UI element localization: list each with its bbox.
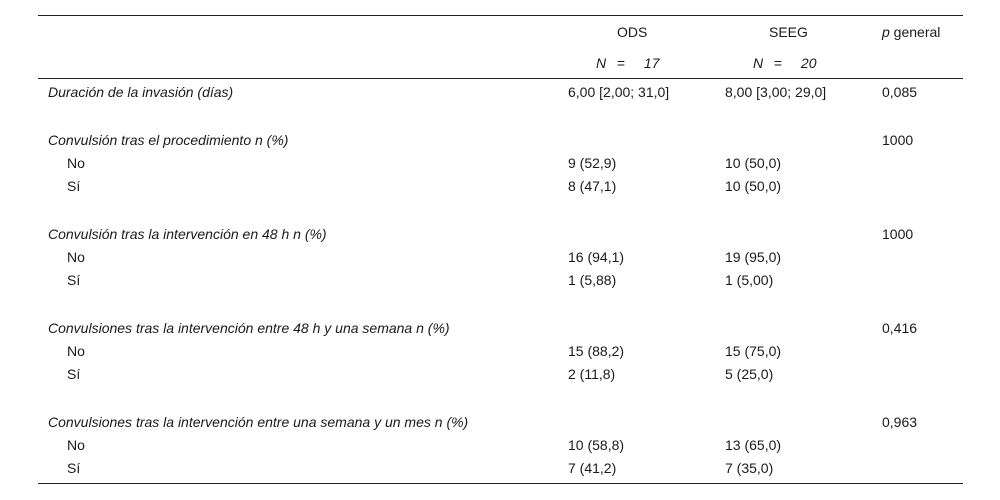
row-label: Duración de la invasión (días) [48, 84, 234, 100]
table-header-rule [38, 78, 963, 79]
cell-seeg: 1 (5,00) [725, 272, 774, 288]
row-sublabel: No [67, 343, 85, 359]
cell-ods: 16 (94,1) [568, 249, 625, 265]
header-ods: ODS [617, 24, 648, 40]
cell-seeg: 10 (50,0) [725, 178, 782, 194]
cell-seeg: 5 (25,0) [725, 366, 774, 382]
cell-p: 1000 [882, 226, 914, 242]
row-label: Convulsiones tras la intervención entre … [48, 414, 469, 430]
table-bottom-rule [38, 483, 963, 484]
cell-ods: 10 (58,8) [568, 437, 625, 453]
header-p-text: general [889, 24, 941, 40]
n-equals: = [616, 55, 626, 71]
cell-seeg: 13 (65,0) [725, 437, 782, 453]
row-sublabel: No [67, 249, 85, 265]
cell-ods: 7 (41,2) [568, 460, 617, 476]
header-seeg: SEEG [769, 24, 808, 40]
row-sublabel: Sí [67, 366, 81, 382]
cell-seeg: 15 (75,0) [725, 343, 782, 359]
cell-p: 1000 [882, 132, 914, 148]
n-value-ods: 17 [643, 55, 660, 71]
cell-seeg: 19 (95,0) [725, 249, 782, 265]
n-symbol: N [753, 55, 764, 71]
cell-ods: 15 (88,2) [568, 343, 625, 359]
cell-ods: 2 (11,8) [568, 366, 616, 382]
row-label: Convulsión tras el procedimiento n (%) [48, 132, 289, 148]
cell-p: 0,085 [882, 84, 918, 100]
cell-ods: 1 (5,88) [568, 272, 617, 288]
cell-p: 0,416 [882, 320, 918, 336]
cell-ods: 9 (52,9) [568, 155, 617, 171]
row-label: Convulsiones tras la intervención entre … [48, 320, 450, 336]
cell-ods: 8 (47,1) [568, 178, 617, 194]
cell-seeg: 8,00 [3,00; 29,0] [725, 84, 827, 100]
row-label: Convulsión tras la intervención en 48 h … [48, 226, 327, 242]
row-sublabel: Sí [67, 178, 81, 194]
header-p-symbol: p [882, 24, 890, 40]
header-n-ods: N = 17 [596, 54, 659, 72]
cell-ods: 6,00 [2,00; 31,0] [568, 84, 670, 100]
cell-p: 0,963 [882, 414, 918, 430]
row-sublabel: No [67, 437, 85, 453]
table-top-rule [38, 15, 963, 16]
header-n-seeg: N = 20 [753, 54, 816, 72]
cell-seeg: 10 (50,0) [725, 155, 782, 171]
header-p-general: p general [882, 23, 940, 41]
row-sublabel: Sí [67, 272, 81, 288]
row-sublabel: No [67, 155, 85, 171]
n-symbol: N [596, 55, 607, 71]
row-sublabel: Sí [67, 460, 81, 476]
n-value-seeg: 20 [800, 55, 817, 71]
n-equals: = [773, 55, 783, 71]
cell-seeg: 7 (35,0) [725, 460, 774, 476]
